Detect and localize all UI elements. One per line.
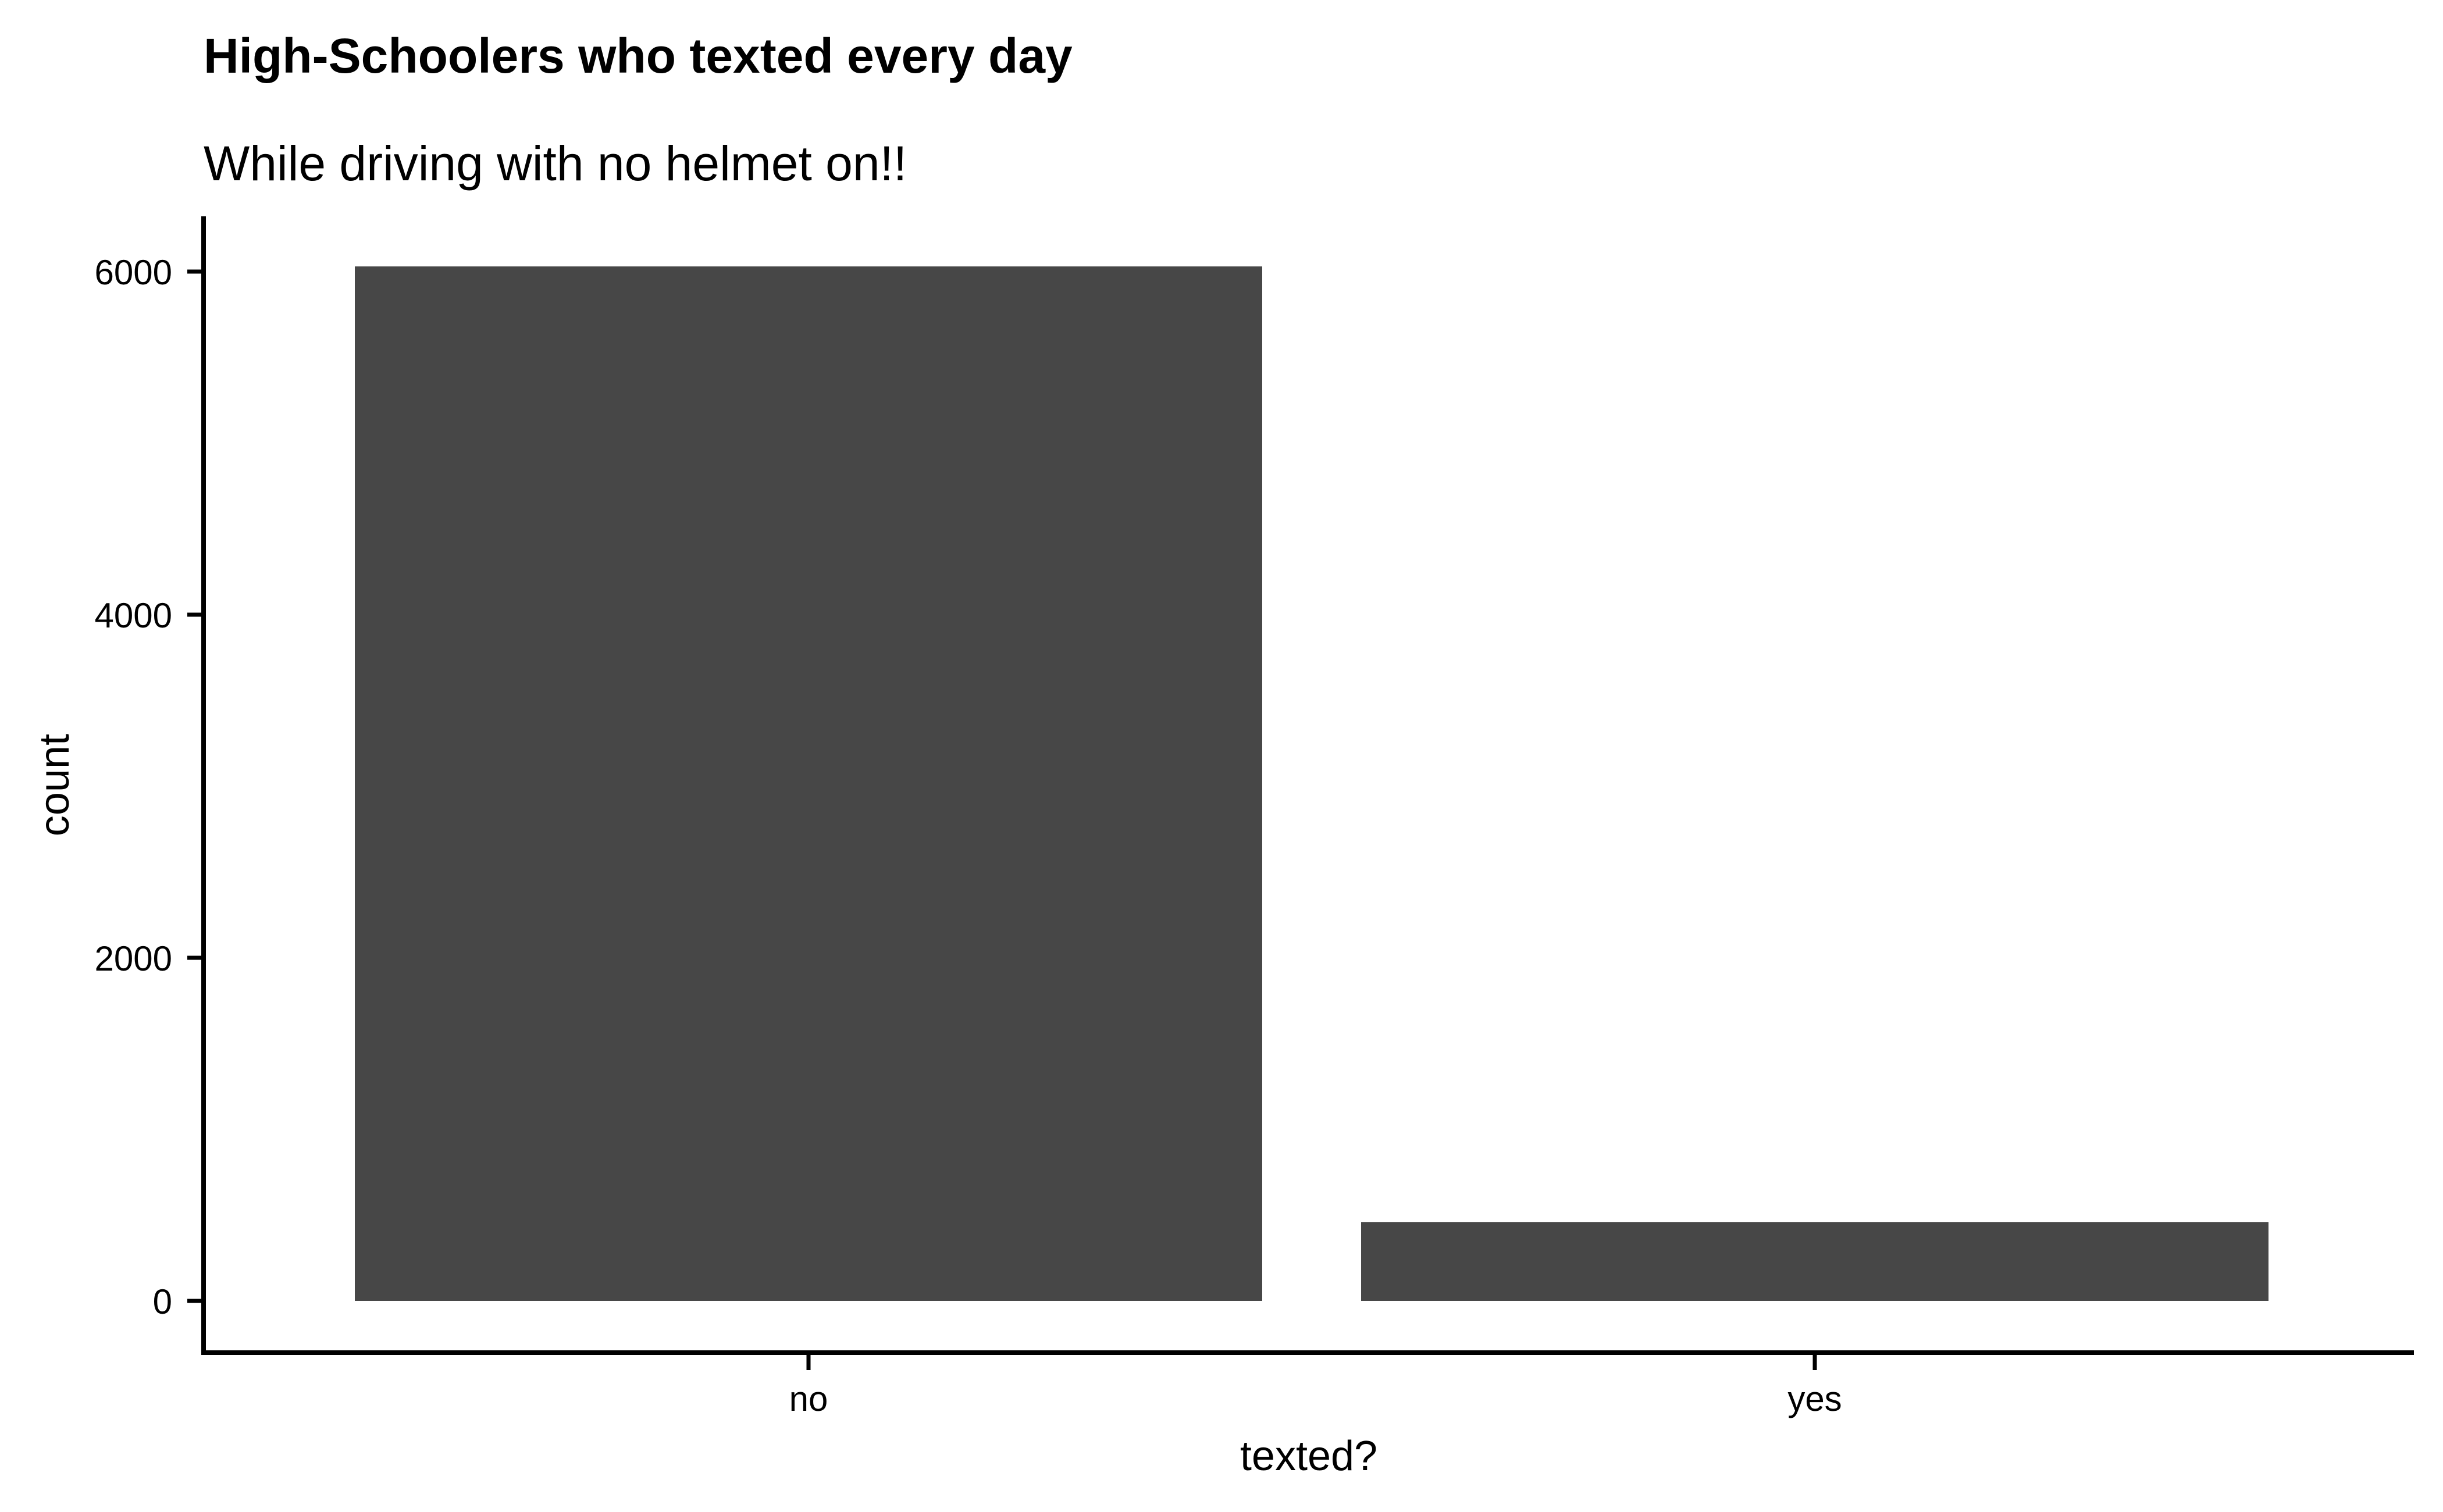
x-tick-label-yes: yes — [1787, 1379, 1842, 1418]
chart-title: High-Schoolers who texted every day — [204, 28, 1073, 83]
bar-no — [355, 266, 1262, 1301]
x-axis-label: texted? — [1240, 1433, 1377, 1479]
y-tick-label: 2000 — [95, 939, 172, 978]
y-axis-label: count — [31, 734, 78, 836]
y-tick-label: 0 — [153, 1282, 172, 1321]
x-tick-label-no: no — [789, 1379, 828, 1418]
bars-layer — [355, 266, 2268, 1301]
y-ticks-layer: 0 2000 4000 6000 — [95, 253, 204, 1321]
chart-subtitle: While driving with no helmet on!! — [204, 136, 907, 191]
y-tick-label: 6000 — [95, 253, 172, 292]
y-tick-label: 4000 — [95, 596, 172, 635]
bar-yes — [1361, 1222, 2268, 1301]
x-ticks-layer: no yes — [789, 1353, 1842, 1418]
